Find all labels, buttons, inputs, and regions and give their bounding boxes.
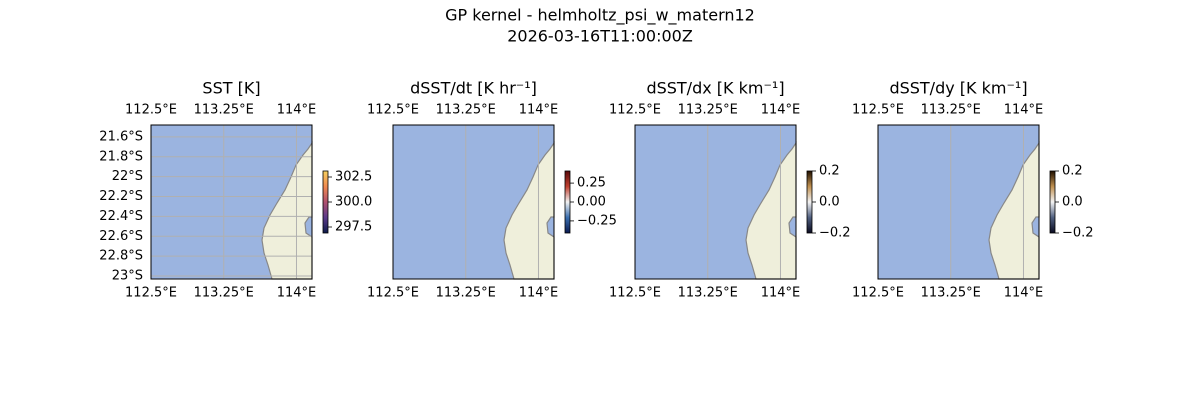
x-tick-label-bottom: 113.25°E bbox=[678, 286, 738, 301]
colorbar-tick-label: 0.0 bbox=[819, 195, 840, 210]
x-tick-label-top: 112.5°E bbox=[367, 103, 419, 118]
x-tick-label-bottom: 112.5°E bbox=[367, 286, 419, 301]
panel-title: SST [K] bbox=[202, 79, 260, 98]
x-tick-label-bottom: 114°E bbox=[761, 286, 801, 301]
x-tick-label-top: 114°E bbox=[1004, 103, 1044, 118]
x-tick-label-bottom: 114°E bbox=[519, 286, 559, 301]
axes-frame bbox=[634, 124, 797, 280]
colorbar-tick-label: 300.0 bbox=[335, 195, 372, 210]
x-tick-label-top: 112.5°E bbox=[125, 103, 177, 118]
x-tick-label-top: 112.5°E bbox=[852, 103, 904, 118]
colorbar bbox=[1049, 170, 1056, 234]
colorbar-tick-label: −0.25 bbox=[577, 213, 617, 228]
colorbar bbox=[564, 170, 571, 234]
panel-title: dSST/dy [K km⁻¹] bbox=[889, 79, 1027, 98]
x-tick-label-top: 112.5°E bbox=[609, 103, 661, 118]
axes-frame bbox=[392, 124, 555, 280]
axes-frame bbox=[877, 124, 1040, 280]
x-tick-label-top: 113.25°E bbox=[436, 103, 496, 118]
x-tick-label-bottom: 112.5°E bbox=[852, 286, 904, 301]
x-tick-label-top: 113.25°E bbox=[678, 103, 738, 118]
x-tick-label-top: 113.25°E bbox=[194, 103, 254, 118]
x-tick-label-top: 114°E bbox=[277, 103, 317, 118]
figure-subtitle: 2026-03-16T11:00:00Z bbox=[507, 27, 693, 46]
colorbar-tick-label: −0.2 bbox=[1062, 226, 1094, 241]
colorbar-tick-label: 0.00 bbox=[577, 195, 606, 210]
x-tick-label-top: 113.25°E bbox=[921, 103, 981, 118]
colorbar bbox=[322, 170, 329, 234]
colorbar-tick-label: 0.0 bbox=[1062, 195, 1083, 210]
colorbar-tick-label: −0.2 bbox=[819, 226, 851, 241]
y-tick-label: 21.6°S bbox=[99, 129, 143, 144]
colorbar-tick-label: 297.5 bbox=[335, 220, 372, 235]
y-tick-label: 23°S bbox=[112, 269, 143, 284]
x-tick-label-bottom: 114°E bbox=[1004, 286, 1044, 301]
x-tick-label-bottom: 112.5°E bbox=[609, 286, 661, 301]
colorbar bbox=[806, 170, 813, 234]
panel-title: dSST/dt [K hr⁻¹] bbox=[410, 79, 537, 98]
x-tick-label-bottom: 113.25°E bbox=[921, 286, 981, 301]
x-tick-label-top: 114°E bbox=[519, 103, 559, 118]
y-tick-label: 21.8°S bbox=[99, 149, 143, 164]
y-tick-label: 22.8°S bbox=[99, 249, 143, 264]
colorbar-tick-label: 0.2 bbox=[1062, 164, 1083, 179]
x-tick-label-bottom: 114°E bbox=[277, 286, 317, 301]
colorbar-tick-label: 0.2 bbox=[819, 164, 840, 179]
x-tick-label-bottom: 113.25°E bbox=[436, 286, 496, 301]
panel-title: dSST/dx [K km⁻¹] bbox=[646, 79, 784, 98]
colorbar-tick-label: 302.5 bbox=[335, 170, 372, 185]
y-tick-label: 22°S bbox=[112, 169, 143, 184]
x-tick-label-top: 114°E bbox=[761, 103, 801, 118]
x-tick-label-bottom: 113.25°E bbox=[194, 286, 254, 301]
y-tick-label: 22.4°S bbox=[99, 209, 143, 224]
axes-frame bbox=[150, 124, 313, 280]
y-tick-label: 22.2°S bbox=[99, 189, 143, 204]
figure-title: GP kernel - helmholtz_psi_w_matern12 bbox=[445, 6, 755, 26]
y-tick-label: 22.6°S bbox=[99, 229, 143, 244]
colorbar-tick-label: 0.25 bbox=[577, 176, 606, 191]
x-tick-label-bottom: 112.5°E bbox=[125, 286, 177, 301]
